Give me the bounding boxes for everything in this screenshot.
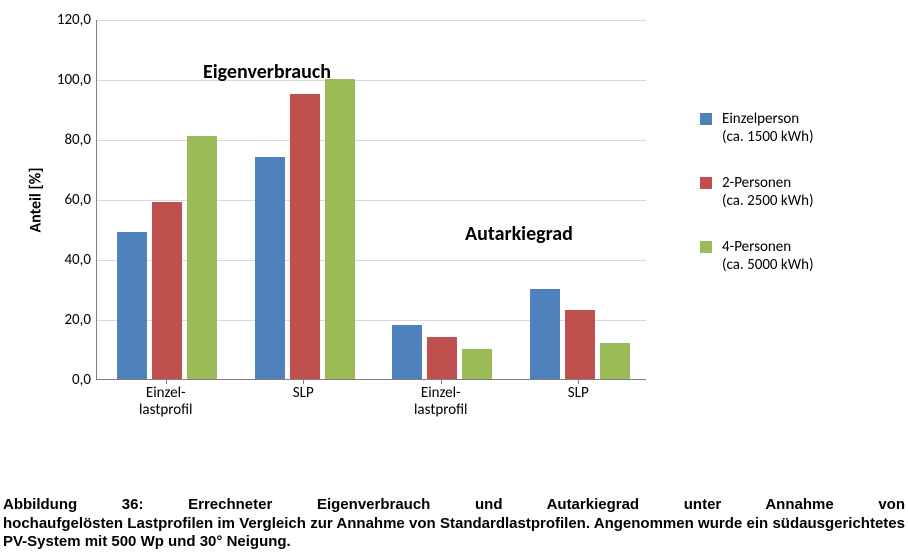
legend-item: 4-Personen(ca. 5000 kWh) (700, 238, 814, 274)
legend-label: 4-Personen(ca. 5000 kWh) (722, 238, 814, 274)
legend-swatch (700, 113, 712, 125)
y-tick-label: 80,0 (64, 131, 97, 149)
bar (392, 325, 422, 379)
bar (152, 202, 182, 379)
gridline (97, 20, 646, 21)
legend-label: 2-Personen(ca. 2500 kWh) (722, 174, 814, 210)
bar (290, 94, 320, 379)
chart-annotation: Autarkiegrad (465, 222, 573, 246)
y-axis-label: Anteil [%] (27, 167, 46, 232)
figure-caption: Abbildung 36: Errechneter Eigenverbrauch… (3, 496, 905, 552)
bar (600, 343, 630, 379)
bar (530, 289, 560, 379)
caption-rest: hochaufgelösten Lastprofilen im Vergleic… (3, 515, 905, 551)
bar (427, 337, 457, 379)
y-tick-label: 100,0 (57, 71, 97, 89)
bar (117, 232, 147, 379)
bar (255, 157, 285, 379)
x-tick-label: Einzel-lastprofil (414, 379, 468, 420)
y-tick-label: 40,0 (64, 251, 97, 269)
x-tick-label: SLP (568, 379, 589, 402)
legend: Einzelperson(ca. 1500 kWh) 2-Personen(ca.… (700, 110, 814, 302)
legend-swatch (700, 241, 712, 253)
x-tick-label: Einzel-lastprofil (139, 379, 193, 420)
legend-item: 2-Personen(ca. 2500 kWh) (700, 174, 814, 210)
bar (565, 310, 595, 379)
legend-label: Einzelperson(ca. 1500 kWh) (722, 110, 814, 146)
y-tick-label: 60,0 (64, 191, 97, 209)
chart-annotation: Eigenverbrauch (203, 60, 331, 84)
y-tick-label: 0,0 (72, 371, 97, 389)
gridline (97, 200, 646, 201)
y-tick-label: 120,0 (57, 11, 97, 29)
gridline (97, 80, 646, 81)
gridline (97, 140, 646, 141)
legend-swatch (700, 177, 712, 189)
caption-line1: Abbildung 36: Errechneter Eigenverbrauch… (3, 496, 905, 515)
x-tick-label: SLP (293, 379, 314, 402)
legend-item: Einzelperson(ca. 1500 kWh) (700, 110, 814, 146)
bar (187, 136, 217, 379)
bar (325, 79, 355, 379)
figure-container: 0,0 20,0 40,0 60,0 80,0 100,0 120,0 Einzel-last… (0, 0, 908, 556)
bar (462, 349, 492, 379)
y-tick-label: 20,0 (64, 311, 97, 329)
plot-area: 0,020,040,060,080,0100,0120,0Einzel-last… (96, 20, 646, 380)
